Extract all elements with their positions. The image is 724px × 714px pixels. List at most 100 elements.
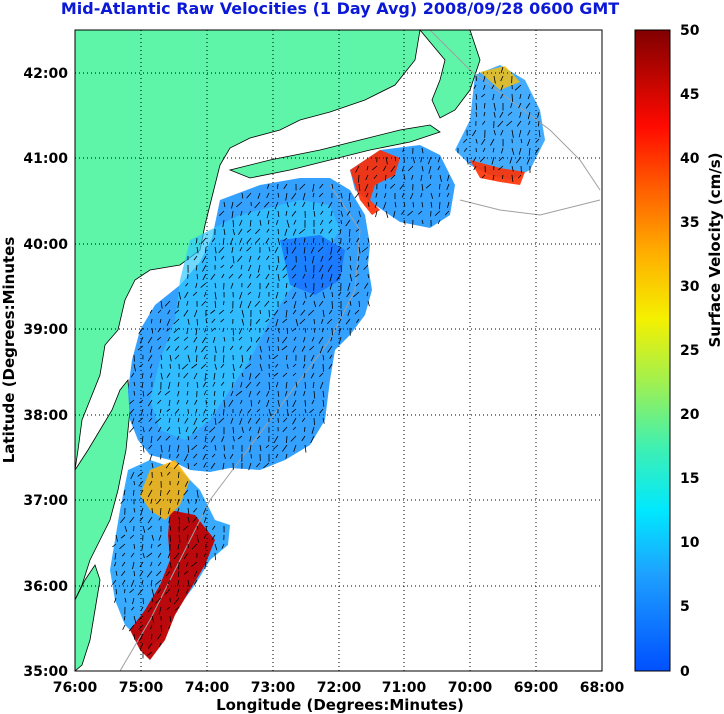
velocity-arrow bbox=[149, 309, 153, 314]
velocity-arrow bbox=[164, 300, 171, 307]
velocity-arrow bbox=[367, 300, 370, 307]
velocity-arrow bbox=[156, 336, 162, 341]
velocity-arrow bbox=[430, 192, 434, 199]
velocity-arrow bbox=[168, 417, 171, 423]
velocity-arrow bbox=[203, 354, 207, 360]
velocity-arrow bbox=[285, 210, 288, 216]
velocity-arrow bbox=[266, 228, 270, 233]
velocity-arrow bbox=[277, 210, 280, 217]
velocity-arrow bbox=[204, 372, 207, 381]
velocity-arrow bbox=[385, 156, 388, 165]
velocity-arrow bbox=[184, 570, 189, 575]
velocity-arrow bbox=[235, 390, 243, 397]
velocity-arrow bbox=[187, 354, 191, 363]
velocity-arrow bbox=[187, 507, 190, 515]
velocity-arrow bbox=[259, 354, 262, 360]
velocity-arrow bbox=[130, 372, 135, 378]
velocity-arrow bbox=[202, 453, 207, 460]
velocity-arrow bbox=[196, 525, 199, 530]
velocity-arrow bbox=[151, 327, 154, 334]
velocity-arrow bbox=[201, 300, 207, 306]
velocity-arrow bbox=[384, 174, 387, 181]
velocity-arrow bbox=[282, 444, 288, 452]
velocity-arrow bbox=[249, 435, 252, 442]
velocity-arrow bbox=[257, 426, 261, 434]
velocity-arrow bbox=[302, 201, 306, 208]
velocity-arrow bbox=[420, 192, 423, 198]
velocity-arrow bbox=[361, 246, 369, 253]
velocity-arrow bbox=[193, 507, 198, 513]
velocity-arrow bbox=[168, 444, 171, 452]
velocity-arrow bbox=[366, 165, 369, 171]
velocity-arrow bbox=[313, 201, 315, 210]
velocity-arrow bbox=[228, 399, 234, 407]
velocity-arrow bbox=[266, 192, 270, 199]
velocity-arrow bbox=[247, 291, 252, 295]
velocity-arrow bbox=[195, 498, 198, 504]
velocity-arrow bbox=[211, 453, 216, 458]
velocity-arrow bbox=[257, 399, 261, 404]
velocity-arrow bbox=[383, 201, 387, 210]
velocity-arrow bbox=[309, 408, 315, 414]
velocity-arrow bbox=[273, 309, 279, 316]
velocity-arrow bbox=[527, 93, 531, 100]
velocity-arrow bbox=[214, 552, 216, 561]
velocity-arrow bbox=[222, 354, 225, 363]
velocity-arrow bbox=[166, 318, 171, 326]
velocity-arrow bbox=[141, 435, 144, 443]
velocity-arrow bbox=[472, 129, 477, 137]
velocity-arrow bbox=[158, 606, 162, 615]
velocity-arrow bbox=[181, 363, 189, 370]
velocity-arrow bbox=[236, 201, 243, 208]
velocity-arrow bbox=[255, 336, 261, 343]
velocity-arrow bbox=[239, 300, 243, 309]
velocity-arrow bbox=[274, 246, 279, 254]
velocity-arrow bbox=[249, 372, 252, 381]
velocity-arrow bbox=[349, 264, 352, 271]
velocity-arrow bbox=[139, 363, 144, 368]
velocity-arrow bbox=[519, 111, 522, 118]
velocity-arrow bbox=[155, 579, 162, 586]
velocity-arrow bbox=[168, 624, 171, 630]
velocity-arrow bbox=[298, 228, 306, 235]
velocity-arrow bbox=[420, 174, 423, 181]
velocity-arrow bbox=[133, 615, 137, 624]
velocity-arrow bbox=[338, 327, 342, 334]
velocity-arrow bbox=[220, 363, 225, 368]
velocity-arrow bbox=[140, 606, 144, 612]
velocity-arrow bbox=[483, 111, 486, 117]
velocity-arrow bbox=[258, 291, 261, 299]
velocity-arrow bbox=[223, 399, 226, 408]
velocity-arrow bbox=[259, 444, 262, 452]
velocity-arrow bbox=[254, 372, 261, 379]
velocity-arrow bbox=[146, 390, 153, 396]
velocity-arrow bbox=[511, 93, 513, 102]
velocity-arrow bbox=[151, 462, 154, 469]
velocity-arrow bbox=[286, 435, 288, 444]
velocity-arrow bbox=[151, 597, 154, 603]
velocity-arrow bbox=[130, 552, 135, 558]
velocity-arrow bbox=[255, 237, 261, 244]
velocity-arrow bbox=[439, 201, 441, 210]
velocity-arrow bbox=[196, 246, 199, 254]
velocity-arrow bbox=[156, 588, 162, 595]
velocity-arrow bbox=[525, 102, 531, 109]
velocity-arrow bbox=[313, 300, 317, 308]
velocity-arrow bbox=[294, 237, 297, 244]
velocity-arrow bbox=[310, 354, 315, 362]
velocity-arrow bbox=[285, 354, 288, 360]
velocity-arrow bbox=[141, 381, 144, 389]
velocity-arrow bbox=[186, 399, 189, 405]
velocity-arrow bbox=[257, 255, 261, 261]
velocity-arrow bbox=[157, 399, 162, 404]
velocity-arrow bbox=[257, 192, 261, 199]
velocity-arrow bbox=[286, 399, 289, 407]
velocity-arrow bbox=[292, 345, 297, 353]
velocity-arrow bbox=[277, 336, 279, 342]
velocity-arrow bbox=[160, 300, 163, 309]
bathymetry-contour bbox=[459, 199, 601, 216]
velocity-arrow bbox=[123, 615, 126, 621]
velocity-arrow bbox=[148, 426, 153, 432]
velocity-arrow bbox=[232, 228, 235, 236]
y-tick-label: 35:00 bbox=[23, 664, 68, 680]
